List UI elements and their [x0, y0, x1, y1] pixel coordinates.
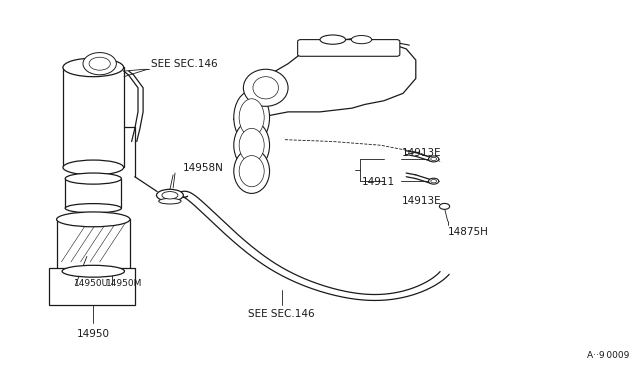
- Ellipse shape: [320, 35, 346, 44]
- Text: SEE SEC.146: SEE SEC.146: [248, 309, 315, 319]
- Ellipse shape: [83, 52, 116, 75]
- Ellipse shape: [157, 189, 183, 201]
- Ellipse shape: [243, 69, 288, 106]
- Text: 14911: 14911: [362, 177, 395, 187]
- Text: A··9 0009: A··9 0009: [588, 351, 630, 360]
- Text: 14950: 14950: [77, 329, 110, 339]
- Ellipse shape: [234, 149, 269, 193]
- Ellipse shape: [429, 178, 439, 184]
- Ellipse shape: [62, 265, 125, 277]
- Ellipse shape: [440, 203, 450, 209]
- Ellipse shape: [234, 121, 269, 169]
- Text: 14913E: 14913E: [402, 196, 442, 206]
- Text: SEE SEC.146: SEE SEC.146: [151, 59, 218, 69]
- Ellipse shape: [429, 156, 439, 162]
- Text: 14950U: 14950U: [74, 279, 109, 288]
- Ellipse shape: [239, 155, 264, 187]
- Text: 14875H: 14875H: [448, 227, 488, 237]
- Ellipse shape: [253, 77, 278, 99]
- Ellipse shape: [162, 192, 178, 199]
- Ellipse shape: [239, 128, 264, 162]
- Ellipse shape: [351, 36, 372, 44]
- Ellipse shape: [239, 99, 264, 136]
- Ellipse shape: [159, 198, 181, 204]
- Ellipse shape: [431, 180, 436, 183]
- Ellipse shape: [63, 58, 124, 77]
- Text: 14913E: 14913E: [402, 148, 442, 158]
- Text: 14958N: 14958N: [182, 163, 223, 173]
- Ellipse shape: [234, 91, 269, 144]
- Ellipse shape: [65, 173, 122, 184]
- Bar: [49, 267, 135, 305]
- Ellipse shape: [63, 160, 124, 175]
- Ellipse shape: [431, 157, 436, 161]
- Text: 14950M: 14950M: [106, 279, 143, 288]
- FancyBboxPatch shape: [298, 39, 400, 56]
- Ellipse shape: [89, 57, 110, 70]
- Ellipse shape: [65, 203, 122, 213]
- Ellipse shape: [56, 212, 130, 227]
